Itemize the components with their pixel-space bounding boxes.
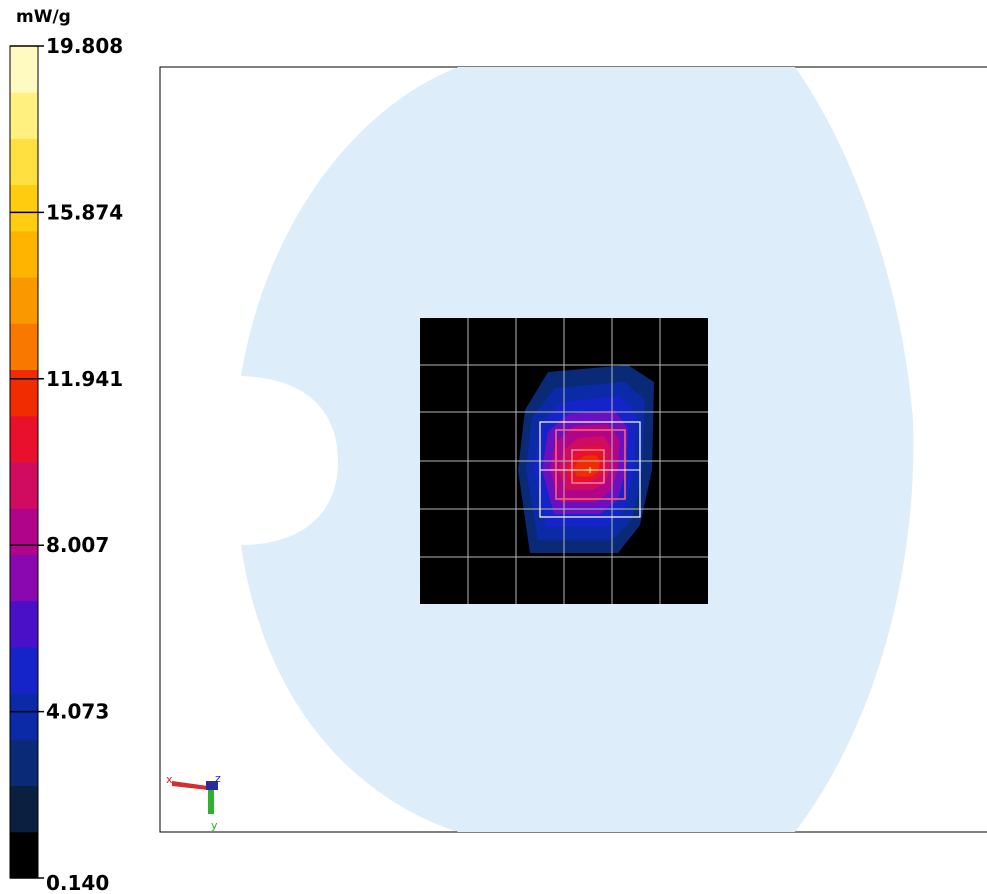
- colorbar: mW/g 19.808 15.874 11.941 8.007 4.073 0.140: [9, 7, 123, 894]
- scan-grid: [420, 318, 708, 604]
- axes-triad-icon: x y z: [166, 772, 221, 832]
- colorbar-band: [10, 323, 38, 371]
- triad-x-arrow: [172, 781, 208, 790]
- colorbar-tick-label: 4.073: [46, 700, 109, 724]
- colorbar-band: [10, 184, 38, 232]
- colorbar-tick-label: 11.941: [46, 367, 123, 391]
- colorbar-band: [10, 785, 38, 833]
- colorbar-band: [10, 277, 38, 324]
- colorbar-band: [10, 508, 38, 555]
- triad-y-arrow: [208, 786, 214, 814]
- colorbar-tick-label: 8.007: [46, 533, 109, 557]
- colorbar-ticks: 19.808 15.874 11.941 8.007 4.073 0.140: [10, 34, 123, 894]
- zoom-scan-box-inner: [571, 449, 605, 484]
- colorbar-band: [10, 46, 38, 93]
- colorbar-bands: [10, 46, 38, 879]
- colorbar-tick-label: 19.808: [46, 34, 123, 58]
- colorbar-tick-label: 15.874: [46, 200, 123, 224]
- colorbar-band: [10, 92, 38, 139]
- colorbar-unit-label: mW/g: [16, 7, 71, 27]
- colorbar-band: [10, 646, 38, 694]
- zoom-scan-outlines: [539, 421, 641, 518]
- triad-y-label: y: [211, 819, 218, 832]
- colorbar-band: [10, 230, 38, 278]
- colorbar-band: [10, 369, 38, 417]
- zoom-scan-box-red: [555, 429, 626, 500]
- colorbar-band: [10, 831, 38, 879]
- triad-z-label: z: [215, 772, 221, 785]
- triad-z-arrow: [206, 781, 218, 790]
- colorbar-band: [10, 415, 38, 463]
- triad-x-label: x: [166, 773, 173, 786]
- colorbar-band: [10, 138, 38, 186]
- colorbar-band: [10, 600, 38, 648]
- colorbar-band: [10, 554, 38, 602]
- hotspot-contours: [518, 365, 654, 553]
- colorbar-band: [10, 739, 38, 787]
- colorbar-tick-label: 0.140: [46, 871, 109, 894]
- colorbar-band: [10, 693, 38, 740]
- colorbar-band: [10, 462, 38, 509]
- plot-area: x y z: [159, 66, 987, 833]
